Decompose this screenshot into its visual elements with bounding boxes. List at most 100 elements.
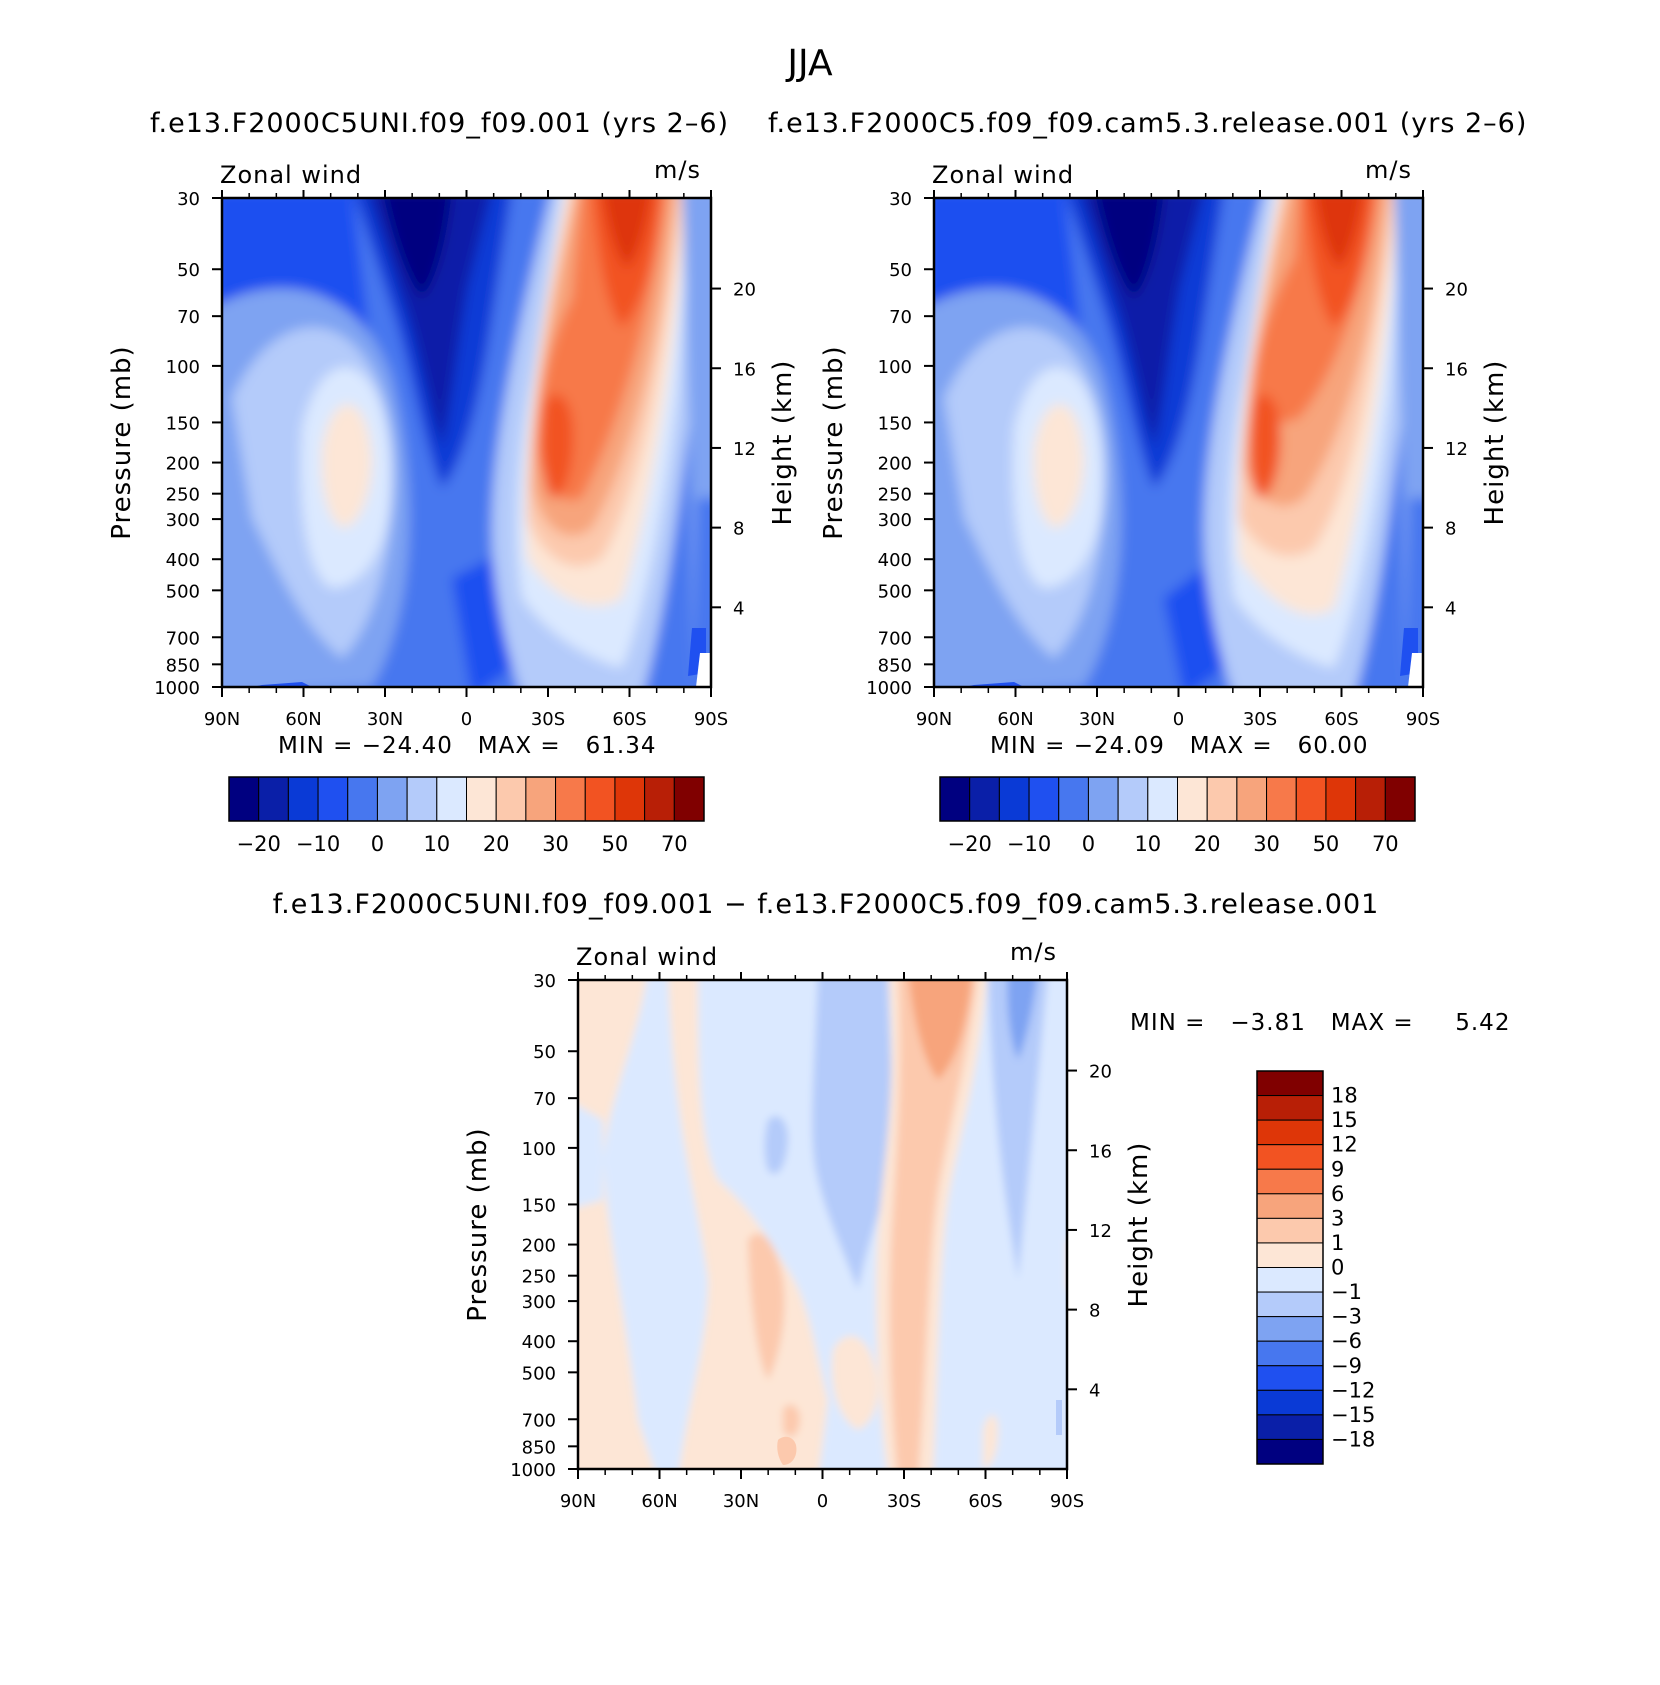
panel-2-colorbar: −20 −10 0 10 20 30 50 70	[939, 776, 1416, 856]
pressure-tick-label: 70	[889, 307, 912, 328]
colorbar-label: 50	[602, 832, 629, 856]
lat-tick-label: 90S	[1406, 709, 1440, 730]
lat-tick-label: 90N	[916, 709, 952, 730]
height-tick-label: 12	[1445, 439, 1468, 460]
panel-3-minmax: MIN = −3.81 MAX = 5.42	[1130, 1010, 1510, 1036]
panel-2-title: f.e13.F2000C5.f09_f09.cam5.3.release.001…	[768, 108, 1527, 139]
lat-tick-label: 60N	[285, 709, 321, 730]
height-tick-label: 4	[733, 598, 744, 619]
colorbar-label: 70	[1372, 832, 1399, 856]
colorbar-swatch	[1206, 776, 1238, 822]
colorbar-swatch	[1256, 1193, 1324, 1219]
contour-field	[578, 980, 1067, 1469]
colorbar-swatch	[939, 776, 971, 822]
height-tick-label: 8	[1089, 1301, 1100, 1322]
colorbar-swatch	[1256, 1316, 1324, 1342]
colorbar-label: 30	[1253, 832, 1280, 856]
panel-3-title: f.e13.F2000C5UNI.f09_f09.001 − f.e13.F20…	[273, 889, 1380, 920]
colorbar-swatch	[466, 776, 497, 822]
colorbar-swatch	[1325, 776, 1357, 822]
pressure-axis-label: Pressure (mb)	[819, 345, 849, 539]
height-axis-label: Height (km)	[768, 360, 798, 526]
colorbar-swatch	[228, 776, 260, 822]
colorbar-swatch	[1256, 1291, 1324, 1318]
colorbar-swatch	[644, 776, 675, 822]
pressure-tick-label: 50	[533, 1042, 556, 1063]
panel-3-units-label: m/s	[1010, 938, 1057, 966]
colorbar-label: 6	[1331, 1182, 1344, 1206]
colorbar-label: −18	[1331, 1427, 1375, 1451]
lat-tick-label: 30S	[531, 709, 565, 730]
colorbar-swatch	[495, 776, 527, 822]
colorbar-swatch	[1256, 1217, 1324, 1244]
pressure-tick-label: 400	[878, 550, 912, 571]
colorbar-swatch	[1058, 776, 1089, 822]
figure-title: JJA	[785, 43, 833, 84]
pressure-tick-label: 70	[533, 1089, 556, 1110]
colorbar-swatch	[1256, 1242, 1324, 1268]
colorbar-swatch	[406, 776, 438, 822]
panel-1-title: f.e13.F2000C5UNI.f09_f09.001 (yrs 2–6)	[150, 108, 729, 139]
panel-1-units-label: m/s	[654, 156, 701, 184]
panel-3	[578, 980, 1067, 1469]
lat-tick-label: 90S	[694, 709, 728, 730]
panel-2-minmax: MIN = −24.09 MAX = 60.00	[990, 733, 1368, 759]
lat-tick-label: 60S	[612, 709, 646, 730]
colorbar-swatch	[347, 776, 378, 822]
lat-tick-label: 30N	[723, 1491, 759, 1512]
pressure-tick-label: 300	[522, 1292, 556, 1313]
pressure-tick-label: 100	[166, 357, 200, 378]
colorbar-label: −1	[1331, 1280, 1362, 1304]
lat-tick-label: 30S	[887, 1491, 921, 1512]
colorbar-swatch	[1256, 1365, 1324, 1391]
colorbar-label: 20	[483, 832, 510, 856]
height-tick-label: 16	[1089, 1141, 1112, 1162]
pressure-tick-label: 500	[522, 1363, 556, 1384]
colorbar-swatch	[1256, 1095, 1324, 1121]
colorbar-label: −20	[237, 832, 281, 856]
pressure-tick-label: 400	[522, 1332, 556, 1353]
colorbar-label: 9	[1331, 1157, 1344, 1181]
pressure-tick-label: 150	[878, 413, 912, 434]
colorbar-swatch	[317, 776, 349, 822]
colorbar-swatch	[258, 776, 289, 822]
pressure-tick-label: 30	[889, 189, 912, 210]
colorbar-label: 18	[1331, 1084, 1358, 1108]
colorbar-label: −10	[1007, 832, 1051, 856]
panel-2-units-label: m/s	[1365, 156, 1412, 184]
colorbar-frame	[1256, 1070, 1324, 1465]
pressure-tick-label: 700	[878, 628, 912, 649]
colorbar-swatch	[614, 776, 646, 822]
colorbar-label: −3	[1331, 1305, 1362, 1329]
lat-tick-label: 90N	[560, 1491, 596, 1512]
pressure-tick-label: 500	[166, 581, 200, 602]
colorbar-label: 0	[1331, 1256, 1344, 1280]
pressure-tick-label: 100	[522, 1139, 556, 1160]
colorbar-swatch	[1117, 776, 1149, 822]
pressure-tick-label: 850	[522, 1437, 556, 1458]
colorbar-label: 50	[1313, 832, 1340, 856]
colorbar-label: 20	[1194, 832, 1221, 856]
pressure-tick-label: 250	[166, 485, 200, 506]
pressure-tick-label: 150	[166, 413, 200, 434]
pressure-tick-label: 250	[522, 1267, 556, 1288]
lat-tick-label: 60N	[997, 709, 1033, 730]
pressure-tick-label: 70	[177, 307, 200, 328]
height-tick-label: 16	[1445, 359, 1468, 380]
pressure-tick-label: 700	[166, 628, 200, 649]
colorbar-swatch	[1256, 1119, 1324, 1146]
lat-tick-label: 90N	[204, 709, 240, 730]
pressure-tick-label: 100	[878, 357, 912, 378]
colorbar-swatch	[1028, 776, 1060, 822]
colorbar-swatch	[1256, 1438, 1324, 1465]
height-tick-label: 20	[1445, 280, 1468, 301]
pressure-tick-label: 300	[878, 510, 912, 531]
colorbar-swatch	[525, 776, 557, 822]
pressure-tick-label: 300	[166, 510, 200, 531]
colorbar-swatch	[1256, 1144, 1324, 1170]
lat-tick-label: 0	[817, 1491, 828, 1512]
panel-1-colorbar: −20 −10 0 10 20 30 50 70	[228, 776, 705, 856]
colorbar-swatch	[287, 776, 319, 822]
